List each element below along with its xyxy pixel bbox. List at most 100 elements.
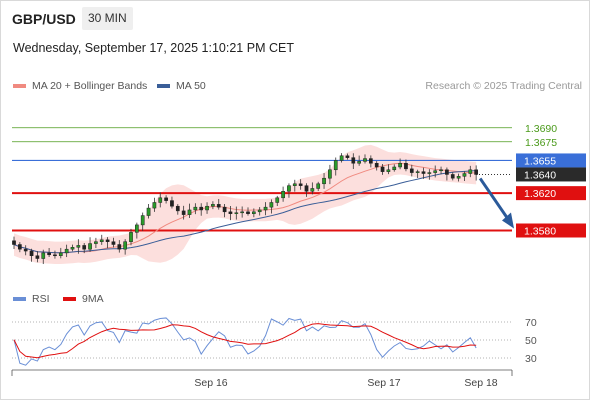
candle-body — [146, 207, 151, 216]
candle-body — [158, 197, 163, 203]
candle-body — [281, 191, 285, 199]
candle-body — [64, 248, 69, 254]
level-label-1.3620: 1.3620 — [524, 188, 556, 200]
candle-body — [216, 204, 221, 208]
candle-body — [404, 162, 408, 170]
candle-body — [304, 185, 309, 192]
candle-body — [228, 211, 233, 214]
candle-body — [82, 245, 87, 250]
x-tick-Sep-18: Sep 18 — [464, 377, 497, 389]
candle-body — [181, 210, 186, 215]
level-label-1.3580: 1.3580 — [524, 225, 556, 237]
candle-body — [316, 183, 321, 189]
rsi-tick-50: 50 — [525, 335, 537, 347]
candle-body — [269, 202, 274, 208]
candle-body — [357, 161, 361, 164]
candle-body — [47, 252, 51, 256]
candle-body — [29, 250, 34, 256]
candle-body — [380, 166, 385, 172]
credit-text: Research © 2025 Trading Central — [425, 80, 582, 92]
projection-arrow-head — [502, 212, 514, 229]
candle-body — [105, 239, 110, 242]
candle-body — [18, 244, 22, 250]
rsi-tick-70: 70 — [525, 317, 537, 329]
candle-body — [58, 252, 63, 256]
candle-body — [187, 209, 192, 215]
ma50-line — [13, 170, 477, 254]
candle-body — [53, 254, 57, 257]
candle-body — [175, 205, 180, 212]
candle-body — [240, 211, 245, 214]
candle-body — [263, 206, 268, 211]
candle-body — [398, 162, 402, 168]
candle-body — [152, 202, 157, 209]
candle-body — [386, 169, 391, 172]
candle-body — [23, 248, 28, 252]
candle-body — [252, 211, 256, 214]
candle-body — [351, 157, 356, 164]
candle-body — [345, 155, 350, 158]
candle-body — [333, 160, 338, 171]
candle-body — [222, 206, 227, 213]
ma50-swatch — [157, 84, 170, 88]
legend-9ma: 9MA — [63, 293, 104, 305]
rsi-label: RSI — [32, 293, 50, 305]
x-tick-Sep-17: Sep 17 — [367, 377, 400, 389]
candle-body — [205, 205, 209, 211]
candle-body — [70, 247, 75, 250]
candle-body — [164, 197, 168, 201]
candle-body — [199, 206, 204, 211]
candle-body — [287, 185, 291, 192]
candle-body — [140, 215, 145, 226]
candle-body — [117, 244, 122, 250]
rsi-ma9-line — [13, 323, 477, 359]
level-label-1.3675: 1.3675 — [525, 137, 557, 149]
candle-body — [328, 169, 332, 179]
candle-body — [433, 170, 438, 173]
candle-body — [310, 188, 315, 192]
candle-body — [135, 224, 139, 233]
candle-body — [94, 241, 98, 244]
level-badge-1.3580 — [516, 223, 586, 238]
candle-body — [12, 240, 16, 245]
ma9-label: 9MA — [82, 293, 104, 305]
projection-arrow-line — [478, 177, 511, 222]
ma9-swatch — [63, 297, 76, 301]
candle-body — [292, 183, 297, 186]
candle-body — [474, 169, 478, 175]
ma50-label: MA 50 — [176, 80, 206, 92]
candle-body — [129, 232, 133, 242]
candle-body — [123, 241, 128, 250]
candle-body — [392, 166, 397, 171]
candle-body — [445, 169, 449, 175]
candle-body — [88, 243, 92, 250]
candle-body — [450, 174, 455, 179]
candle-body — [439, 169, 443, 172]
legend-rsi: RSI — [13, 293, 50, 305]
rsi-line — [13, 317, 477, 366]
candle-body — [421, 171, 426, 174]
rsi-swatch — [13, 297, 26, 301]
candle-body — [409, 168, 414, 173]
candle-body — [234, 212, 239, 215]
ma20-swatch — [13, 84, 26, 88]
candle-body — [415, 171, 420, 173]
level-label-1.3690: 1.3690 — [525, 123, 557, 135]
timeframe-badge[interactable]: 30 MIN — [82, 7, 133, 30]
candle-body — [468, 169, 473, 174]
level-label-1.3640: 1.3640 — [524, 169, 556, 181]
candle-body — [246, 211, 250, 214]
candle-body — [374, 162, 379, 168]
level-badge-1.3640 — [516, 167, 586, 182]
legend-ma20: MA 20 + Bollinger Bands — [13, 80, 147, 92]
x-tick-Sep-16: Sep 16 — [194, 377, 227, 389]
candle-body — [456, 176, 461, 179]
candle-body — [275, 197, 280, 203]
candle-body — [257, 209, 262, 213]
level-label-1.3655: 1.3655 — [524, 155, 556, 167]
level-badge-1.3620 — [516, 186, 586, 201]
candle-body — [339, 155, 344, 161]
legend-ma50: MA 50 — [157, 80, 206, 92]
candle-body — [369, 158, 373, 164]
